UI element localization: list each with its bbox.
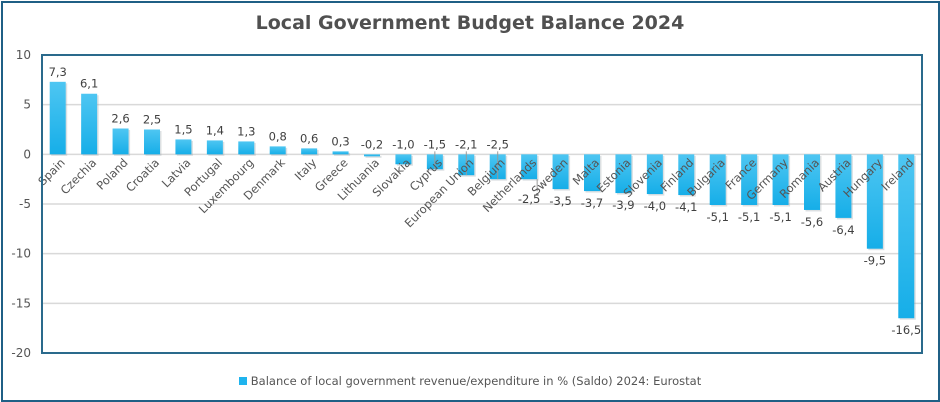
y-tick-label: -10 — [11, 247, 31, 261]
data-label: -2,5 — [486, 137, 508, 151]
data-label: 6,1 — [80, 77, 98, 91]
bar — [615, 154, 632, 194]
bar — [112, 128, 129, 155]
data-labels: 7,3 6,1 2,6 2,5 1,5 1,4 1,3 0,8 0,6 0,3 -0,2 -1,0 -1… — [49, 65, 922, 337]
bar — [144, 129, 160, 155]
data-label: -0,2 — [361, 137, 383, 151]
bar — [332, 151, 349, 155]
y-tick-label: -5 — [19, 197, 31, 211]
bar — [301, 148, 318, 155]
legend-swatch — [238, 377, 247, 385]
bar — [364, 154, 380, 157]
data-label: 7,3 — [49, 65, 67, 79]
data-label: 2,5 — [143, 113, 161, 127]
bar — [898, 154, 915, 319]
leader-lines — [434, 151, 538, 192]
bar — [552, 154, 569, 190]
data-label: -3,5 — [549, 194, 571, 208]
data-label: 0,8 — [269, 129, 287, 143]
y-axis: 10 5 0 -5 -10 -15 -20 — [11, 48, 31, 360]
bar-shadow — [365, 155, 382, 158]
chart-title: Local Government Budget Balance 2024 — [255, 12, 685, 34]
data-label: -5,1 — [769, 210, 791, 224]
category-label: Croatia — [123, 156, 162, 195]
data-label: -5,1 — [706, 210, 728, 224]
data-label: -16,5 — [891, 323, 921, 337]
bar — [835, 154, 852, 218]
y-tick-label: -15 — [11, 296, 31, 310]
category-label: Italy — [292, 155, 320, 183]
data-label: -9,5 — [864, 254, 886, 268]
data-label: -5,6 — [801, 215, 823, 229]
bar — [741, 154, 758, 205]
y-tick-label: -20 — [11, 346, 31, 360]
bar — [584, 154, 600, 192]
bar-shadow — [334, 152, 351, 156]
bar — [49, 81, 66, 155]
data-label: -4,0 — [644, 199, 666, 213]
bar — [521, 154, 538, 180]
data-label: 1,4 — [206, 123, 224, 137]
data-label: 1,3 — [237, 124, 255, 138]
bar — [646, 154, 663, 195]
bar — [81, 93, 98, 155]
data-label: -1,5 — [424, 137, 446, 151]
bar — [206, 140, 223, 155]
bar — [772, 154, 789, 205]
data-label: 1,5 — [174, 122, 192, 136]
data-label: -2,5 — [518, 192, 540, 206]
bars — [49, 81, 916, 320]
bar — [804, 154, 820, 210]
bar — [709, 154, 726, 205]
data-label: -6,4 — [832, 223, 854, 237]
bar — [175, 139, 192, 155]
data-label: -5,1 — [738, 210, 760, 224]
data-label: 0,6 — [300, 131, 318, 145]
legend-label: Balance of local government revenue/expe… — [250, 374, 702, 388]
data-label: -3,9 — [612, 198, 634, 212]
data-label: 0,3 — [331, 134, 349, 148]
data-label: -1,0 — [392, 137, 414, 151]
bar — [866, 154, 883, 249]
bar — [238, 141, 255, 155]
data-label: -3,7 — [581, 196, 603, 210]
y-tick-label: 10 — [16, 48, 31, 62]
bar — [269, 146, 286, 155]
data-label: -4,1 — [675, 200, 697, 214]
plot-area-border — [41, 54, 923, 354]
data-label: -2,1 — [455, 137, 477, 151]
legend: Balance of local government revenue/expe… — [0, 374, 940, 388]
y-tick-label: 5 — [23, 98, 31, 112]
bar — [395, 154, 412, 165]
bar — [678, 154, 695, 196]
data-label: 2,6 — [111, 112, 129, 126]
y-tick-label: 0 — [23, 147, 31, 161]
